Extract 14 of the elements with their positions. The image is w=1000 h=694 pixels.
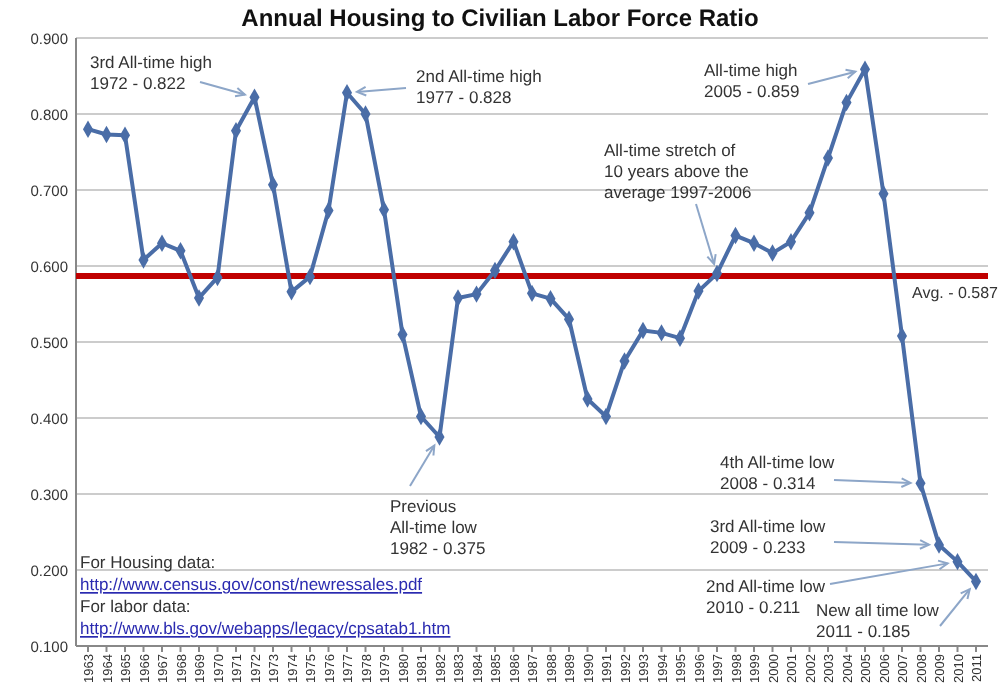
- annotation: New all time low 2011 - 0.185: [816, 600, 941, 641]
- annotation: For labor data:: [80, 596, 191, 616]
- annotation: 3rd All-time low 2009 - 0.233: [710, 516, 827, 557]
- ref-line-label: Avg. - 0.587: [912, 283, 1000, 302]
- annotation: Previous All-time low 1982 - 0.375: [390, 496, 487, 558]
- annotation: For Housing data:: [80, 552, 216, 572]
- annotation: 2nd All-time high 1977 - 0.828: [416, 66, 543, 107]
- annotation: http://www.bls.gov/webapps/legacy/cpsatab1.htm: [80, 618, 451, 638]
- annotation: 4th All-time low 2008 - 0.314: [720, 452, 837, 493]
- annotation: http://www.census.gov/const/newressales.pdf: [80, 574, 424, 594]
- annotation: All-time high 2005 - 0.859: [704, 60, 801, 101]
- chart-title: Annual Housing to Civilian Labor Force Ratio: [241, 4, 759, 32]
- annotation: 3rd All-time high 1972 - 0.822: [90, 52, 213, 93]
- annotation: All-time stretch of 10 years above the average 1997-2006: [604, 140, 752, 202]
